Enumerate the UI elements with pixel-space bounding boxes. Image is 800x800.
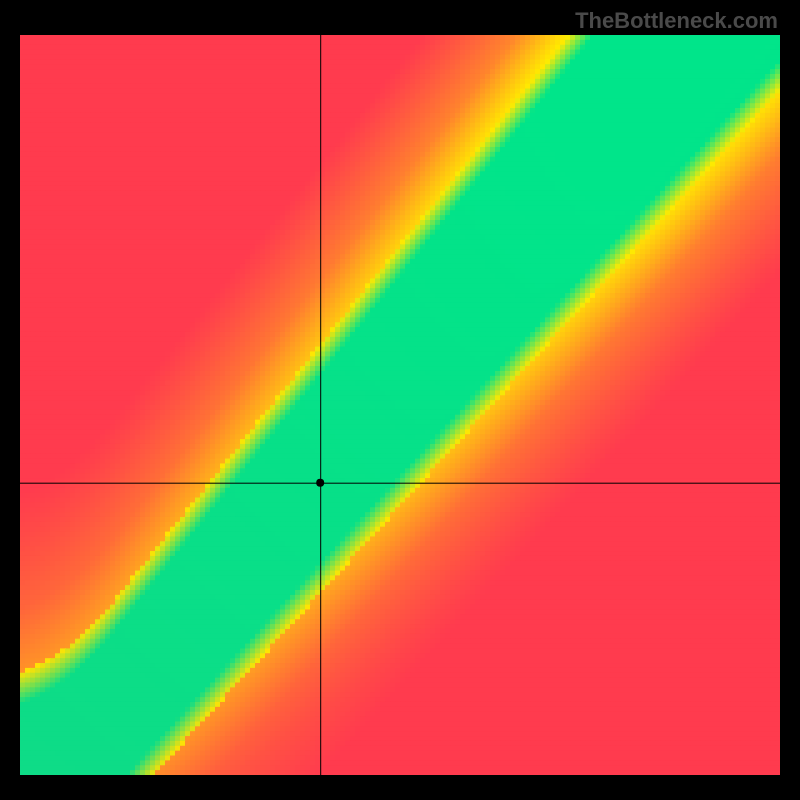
heatmap-area bbox=[20, 35, 780, 775]
chart-container: TheBottleneck.com bbox=[0, 0, 800, 800]
heatmap-canvas bbox=[20, 35, 780, 775]
watermark: TheBottleneck.com bbox=[575, 8, 778, 34]
